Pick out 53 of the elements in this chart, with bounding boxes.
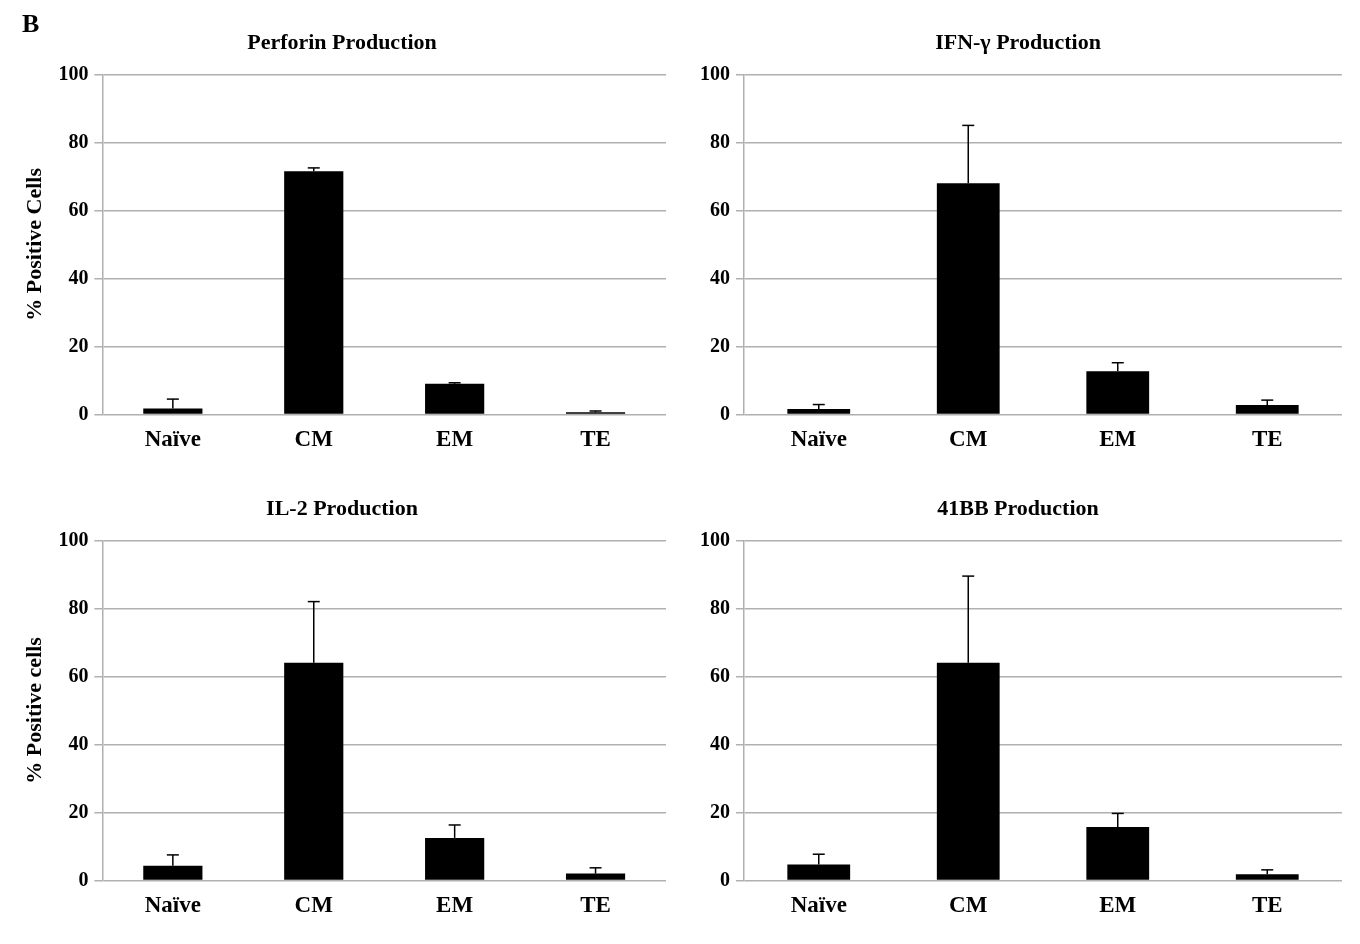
x-tick-label: Naïve [144,892,201,918]
bar [425,383,485,414]
bar [284,171,344,414]
y-tick-label: 40 [710,265,730,288]
bar [787,408,851,414]
x-tick-label: EM [436,892,474,918]
y-tick-label: 80 [710,595,730,618]
chart-title: Perforin Production [247,28,437,54]
y-tick-label: 80 [710,129,730,152]
x-tick-label: Naïve [790,892,847,918]
y-tick-label: 40 [68,265,89,288]
x-tick-label: Naïve [790,426,847,452]
y-axis-title: % Positive cells [20,636,46,784]
y-tick-label: 20 [68,333,89,356]
y-tick-label: 0 [78,867,89,890]
chart-title: IFN-γ Production [935,28,1101,54]
y-tick-label: 60 [68,663,89,686]
y-tick-label: 40 [68,731,89,754]
chart-title: 41BB Production [937,494,1099,520]
x-tick-label: CM [949,892,988,918]
y-tick-label: 60 [710,663,730,686]
x-tick-label: EM [1099,426,1137,452]
x-tick-label: TE [580,426,611,452]
x-tick-label: CM [949,426,988,452]
y-tick-label: 0 [78,401,89,424]
y-tick-label: 60 [68,197,89,220]
y-axis-title: % Positive Cells [20,167,46,321]
x-tick-label: TE [1251,892,1283,918]
y-tick-label: 20 [710,333,730,356]
y-tick-label: 80 [68,129,89,152]
chart-title: IL-2 Production [266,494,418,520]
x-tick-label: Naïve [144,426,201,452]
x-tick-label: TE [1251,426,1283,452]
x-tick-label: CM [294,892,334,918]
y-tick-label: 100 [58,527,89,550]
text: B [22,8,40,38]
y-tick-label: 0 [720,401,730,424]
y-tick-label: 20 [710,799,730,822]
bar [1235,404,1299,414]
y-tick-label: 60 [710,197,730,220]
y-tick-label: 20 [68,799,89,822]
y-tick-label: 100 [700,61,730,84]
bar [1235,874,1299,880]
x-tick-label: TE [580,892,611,918]
y-tick-label: 100 [700,527,730,550]
x-tick-label: EM [436,426,474,452]
y-tick-label: 80 [68,595,89,618]
y-tick-label: 100 [58,61,89,84]
x-tick-label: EM [1099,892,1137,918]
x-tick-label: CM [294,426,334,452]
y-tick-label: 0 [720,867,730,890]
bar [565,873,626,880]
y-tick-label: 40 [710,731,730,754]
